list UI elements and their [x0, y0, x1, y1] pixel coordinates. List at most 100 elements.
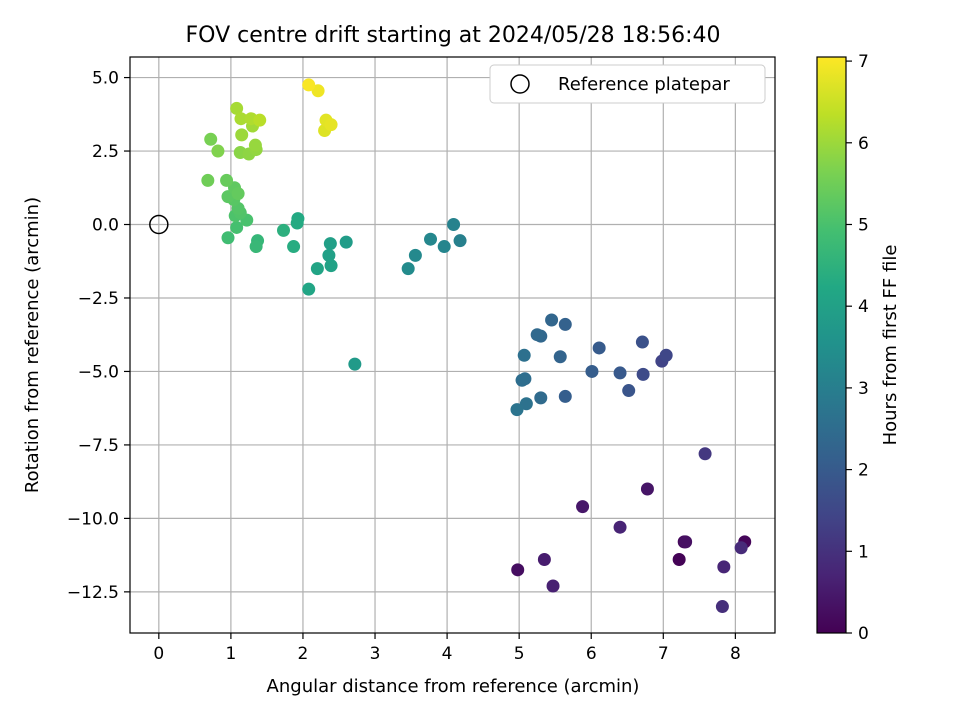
x-tick-label: 7 [658, 644, 669, 664]
data-point [290, 216, 304, 230]
data-point [302, 282, 316, 296]
data-point [204, 132, 218, 146]
data-point [220, 173, 234, 187]
y-tick-label: −2.5 [78, 289, 119, 309]
data-point [636, 367, 650, 381]
colorbar-tick-label: 2 [858, 461, 869, 481]
colorbar-frame [816, 56, 847, 634]
data-point [437, 240, 451, 254]
data-point [537, 553, 551, 567]
data-point [453, 234, 467, 248]
y-axis-label: Rotation from reference (arcmin) [22, 197, 43, 493]
plot-frame [129, 56, 776, 634]
x-tick-label: 8 [730, 644, 741, 664]
data-point [311, 84, 325, 98]
data-point [511, 563, 525, 577]
data-point [323, 237, 337, 251]
data-point [401, 262, 415, 276]
data-point [635, 335, 649, 349]
colorbar-tick-label: 3 [858, 379, 869, 399]
data-point [510, 403, 524, 417]
data-point [287, 240, 301, 254]
legend: Reference platepar [489, 64, 766, 104]
data-point [424, 232, 438, 246]
x-tick-label: 3 [370, 644, 381, 664]
data-point [253, 113, 267, 127]
data-point [230, 220, 244, 234]
data-point [715, 600, 729, 614]
x-tick-label: 6 [586, 644, 597, 664]
y-tick-label: 0.0 [92, 216, 119, 236]
data-point [408, 248, 422, 262]
data-point [546, 579, 560, 593]
data-point [447, 218, 461, 232]
legend-reference-marker [510, 74, 530, 94]
colorbar-tick-label: 6 [858, 134, 869, 154]
data-point [322, 248, 336, 262]
x-tick-label: 4 [442, 644, 453, 664]
y-tick-label: −7.5 [78, 436, 119, 456]
data-point [235, 128, 249, 142]
colorbar-label: Hours from first FF file [880, 245, 901, 446]
data-point [622, 384, 636, 398]
data-point [248, 138, 262, 152]
data-point [230, 101, 244, 115]
data-point [640, 482, 654, 496]
x-tick-label: 1 [225, 644, 236, 664]
data-point [324, 259, 338, 273]
data-point [734, 541, 748, 555]
data-point [613, 520, 627, 534]
colorbar-tick-label: 0 [858, 624, 869, 644]
data-point [324, 118, 338, 132]
data-point [277, 223, 291, 237]
legend-box [489, 64, 766, 104]
y-tick-label: −5.0 [78, 362, 119, 382]
data-point [592, 341, 606, 355]
x-tick-label: 2 [298, 644, 309, 664]
data-point [302, 78, 316, 92]
y-axis-ticks: 5.0 2.5 0.0 −2.5 −5.0 −7.5 −10.0 −12.5 [67, 69, 130, 603]
data-point [515, 373, 529, 387]
y-tick-label: 2.5 [92, 142, 119, 162]
data-point [211, 144, 225, 158]
colorbar-tick-label: 5 [858, 215, 869, 235]
data-point [221, 231, 235, 245]
data-point [517, 348, 531, 362]
data-point [558, 317, 572, 331]
data-point [659, 348, 673, 362]
data-point [613, 366, 627, 380]
data-point [679, 535, 693, 549]
colorbar-tick-label: 4 [858, 297, 869, 317]
colorbar-gradient [817, 57, 846, 633]
chart-title: FOV centre drift starting at 2024/05/28 … [186, 23, 721, 48]
data-point [576, 500, 590, 514]
data-point [585, 364, 599, 378]
y-tick-label: −12.5 [67, 583, 119, 603]
colorbar-ticks: 0 1 2 3 4 5 6 7 [846, 52, 869, 644]
colorbar-tick-label: 1 [858, 542, 869, 562]
data-point [534, 391, 548, 405]
data-point [717, 560, 731, 574]
legend-label-reference-platepar: Reference platepar [558, 74, 730, 95]
plot-area [130, 57, 775, 633]
x-tick-label: 0 [153, 644, 164, 664]
data-point [545, 313, 559, 327]
data-point [249, 240, 263, 254]
x-axis-label: Angular distance from reference (arcmin) [267, 676, 640, 697]
data-points [201, 78, 752, 614]
data-point [201, 173, 215, 187]
data-point [698, 447, 712, 461]
y-tick-label: 5.0 [92, 69, 119, 89]
y-tick-label: −10.0 [67, 509, 119, 529]
colorbar-tick-label: 7 [858, 52, 869, 72]
reference-platepar-marker [149, 214, 169, 235]
data-point [339, 235, 353, 249]
data-point [558, 389, 572, 403]
x-axis-ticks: 0 1 2 3 4 5 6 7 8 [153, 633, 741, 664]
data-point [310, 262, 324, 276]
data-point [348, 357, 362, 371]
data-point [672, 553, 686, 567]
data-point [519, 397, 533, 411]
x-tick-label: 5 [514, 644, 525, 664]
